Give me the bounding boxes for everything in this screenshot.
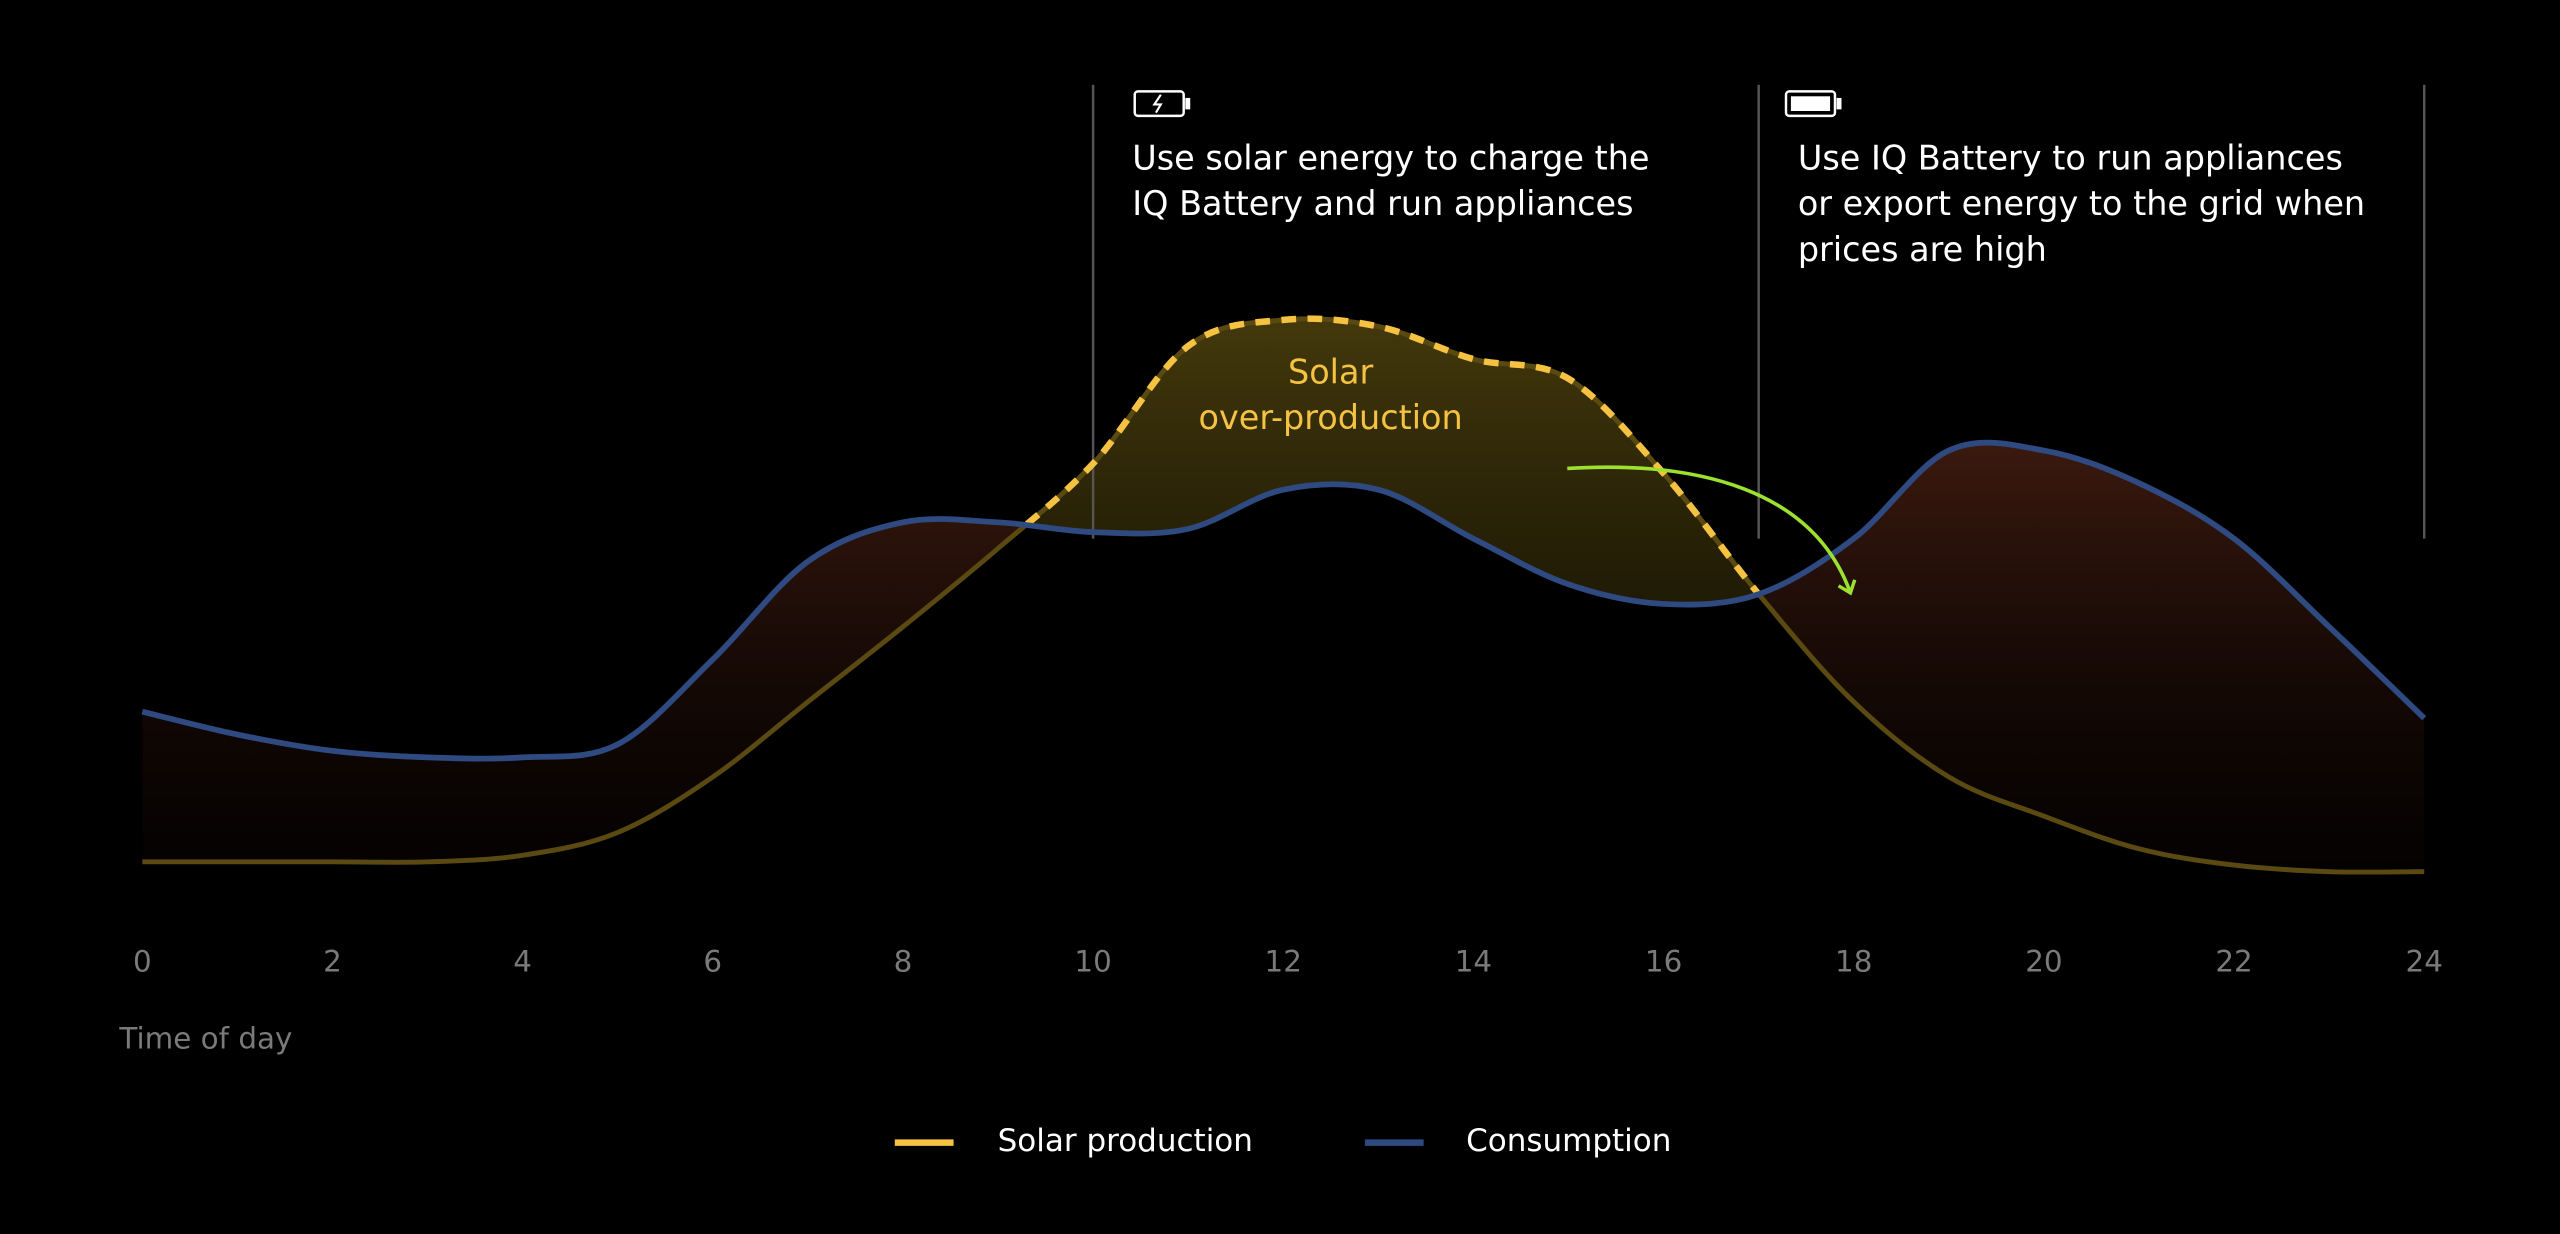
x-tick-label: 14 (1455, 945, 1492, 979)
x-tick-label: 20 (2025, 945, 2062, 979)
x-tick-label: 6 (703, 945, 722, 979)
x-tick-label: 4 (513, 945, 532, 979)
area-label: Solar (1288, 352, 1373, 391)
flow-arrow (1567, 465, 1857, 596)
x-tick-label: 22 (2215, 945, 2252, 979)
x-tick-label: 12 (1265, 945, 1302, 979)
annotation-text: Use solar energy to charge the (1132, 138, 1649, 177)
x-tick-label: 24 (2406, 945, 2443, 979)
consumption-line (141, 439, 2427, 762)
x-tick-label: 16 (1645, 945, 1682, 979)
x-axis-label: Time of day (118, 1021, 292, 1055)
annotation-text: IQ Battery and run appliances (1132, 184, 1633, 223)
x-tick-label: 0 (133, 945, 152, 979)
legend-label: Consumption (1466, 1123, 1671, 1159)
solar-overproduction-line (142, 315, 2425, 759)
annotation-text: or export energy to the grid when (1798, 184, 2365, 223)
x-tick-label: 10 (1074, 945, 1111, 979)
x-tick-label: 2 (323, 945, 342, 979)
legend-label: Solar production (998, 1123, 1253, 1159)
x-tick-label: 18 (1835, 945, 1872, 979)
area-label: over-production (1199, 398, 1463, 437)
x-tick-label: 8 (894, 945, 913, 979)
annotation-text: Use IQ Battery to run appliances (1798, 138, 2343, 177)
battery-charging-icon (1133, 90, 1191, 118)
battery-full-icon (1784, 90, 1842, 118)
annotation-text: prices are high (1798, 230, 2047, 269)
